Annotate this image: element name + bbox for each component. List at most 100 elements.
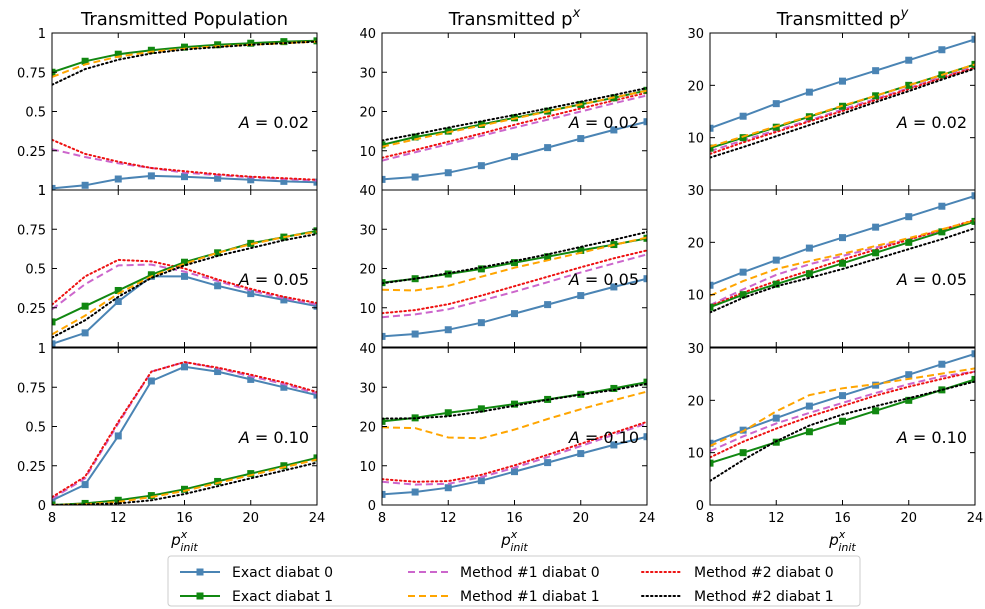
- series-point-0: [739, 112, 747, 120]
- series-line-2: [52, 258, 317, 306]
- series-point-0: [643, 275, 647, 283]
- series-point-3: [52, 501, 56, 505]
- series-point-3: [81, 57, 89, 65]
- legend-label: Exact diabat 1: [232, 589, 333, 605]
- series-point-0: [610, 283, 618, 291]
- series-point-0: [444, 484, 452, 492]
- series-point-0: [114, 432, 122, 440]
- series-point-3: [577, 390, 585, 398]
- y-tick-label: 0.5: [25, 106, 46, 121]
- y-tick-label: 30: [359, 223, 376, 238]
- subplot-r2-c2: 8 12 16 20 24 0 10 20 30 A = 0.10 px init: [687, 342, 983, 554]
- y-tick-label: 0.75: [17, 223, 46, 238]
- y-tick-label: 1: [38, 27, 46, 42]
- legend-label: Method #2 diabat 1: [694, 589, 834, 605]
- y-tick-label: 30: [359, 66, 376, 81]
- series-point-3: [477, 120, 485, 128]
- y-tick-label: 0.25: [17, 302, 46, 317]
- series-point-3: [247, 470, 255, 478]
- y-tick-label: 0.75: [17, 381, 46, 396]
- series-point-3: [710, 144, 714, 152]
- series-point-0: [477, 162, 485, 170]
- x-tick-label: 20: [572, 511, 589, 526]
- series-line-2: [382, 91, 647, 159]
- series-point-0: [382, 490, 386, 498]
- y-tick-label: 1: [38, 184, 46, 199]
- series-line-5: [52, 461, 317, 505]
- series-point-0: [313, 391, 317, 399]
- series-point-3: [872, 92, 880, 100]
- series-point-0: [544, 459, 552, 467]
- y-tick-label: 20: [359, 421, 376, 436]
- y-tick-label: 0: [38, 499, 46, 514]
- series-point-0: [577, 450, 585, 458]
- series-point-0: [971, 192, 975, 200]
- series-point-3: [710, 459, 714, 467]
- series-point-0: [839, 234, 846, 242]
- subplot-r0-c0: 1 0.25 0.5 0.75 1 A = 0.02: [17, 27, 318, 199]
- series-point-0: [382, 332, 386, 340]
- series-point-0: [643, 433, 647, 441]
- series-line-4: [52, 230, 317, 336]
- series-point-0: [643, 118, 647, 126]
- series-point-0: [181, 173, 188, 181]
- y-tick-label: 0.5: [25, 421, 46, 436]
- series-point-0: [477, 319, 485, 327]
- series-line-4: [382, 89, 647, 148]
- series-point-3: [147, 271, 155, 279]
- plot-frame: [381, 32, 648, 191]
- series-line-2: [52, 138, 317, 181]
- subplot-r0-c1: 10 20 30 40 A = 0.02: [359, 27, 648, 191]
- series-point-3: [905, 396, 913, 404]
- series-point-3: [52, 318, 56, 326]
- column-title-0: Transmitted Population: [80, 9, 288, 30]
- series-line-4: [710, 63, 975, 148]
- series-point-0: [444, 326, 452, 334]
- x-tick-label: 20: [242, 511, 259, 526]
- series-point-3: [280, 38, 288, 46]
- series-line-5: [382, 87, 647, 142]
- series-line-2: [710, 66, 975, 155]
- y-tick-label: 30: [687, 184, 704, 199]
- legend-entry-2: Method #2 diabat 0: [641, 565, 834, 581]
- y-tick-label: 40: [359, 27, 376, 42]
- series-point-3: [971, 217, 975, 225]
- series-point-3: [938, 228, 946, 236]
- series-point-3: [477, 265, 485, 273]
- series-point-3: [444, 409, 452, 417]
- legend-label: Method #2 diabat 0: [694, 565, 834, 581]
- series-point-0: [382, 175, 386, 183]
- series-point-0: [411, 488, 419, 496]
- series-point-0: [610, 126, 618, 134]
- series-point-0: [411, 330, 419, 338]
- series-point-3: [905, 81, 913, 89]
- series-point-3: [181, 485, 188, 493]
- series-line-2: [710, 218, 975, 308]
- series-point-3: [280, 462, 288, 470]
- series-line-4: [382, 390, 647, 440]
- plot-frame: [51, 347, 318, 506]
- series-point-3: [181, 43, 188, 51]
- y-tick-label: 0.25: [17, 145, 46, 160]
- series-point-3: [247, 239, 255, 247]
- amplitude-annotation: A = 0.05: [896, 270, 967, 289]
- series-point-0: [805, 402, 813, 410]
- series-point-3: [610, 384, 618, 392]
- x-tick-label: 24: [639, 511, 656, 526]
- x-axis-label: px init: [500, 528, 528, 554]
- series-point-3: [477, 405, 485, 413]
- series-line-4: [382, 236, 647, 292]
- series-point-0: [839, 77, 846, 85]
- series-point-0: [313, 302, 317, 310]
- y-tick-label: 20: [687, 394, 704, 409]
- series-point-0: [511, 153, 518, 161]
- series-point-3: [544, 253, 552, 261]
- series-point-0: [544, 144, 552, 152]
- series-point-3: [839, 417, 846, 425]
- series-point-0: [938, 360, 946, 368]
- series-line-3: [52, 456, 317, 505]
- series-point-0: [739, 268, 747, 276]
- series-line-2: [382, 420, 647, 483]
- series-line-4: [710, 367, 975, 447]
- x-tick-label: 24: [967, 511, 984, 526]
